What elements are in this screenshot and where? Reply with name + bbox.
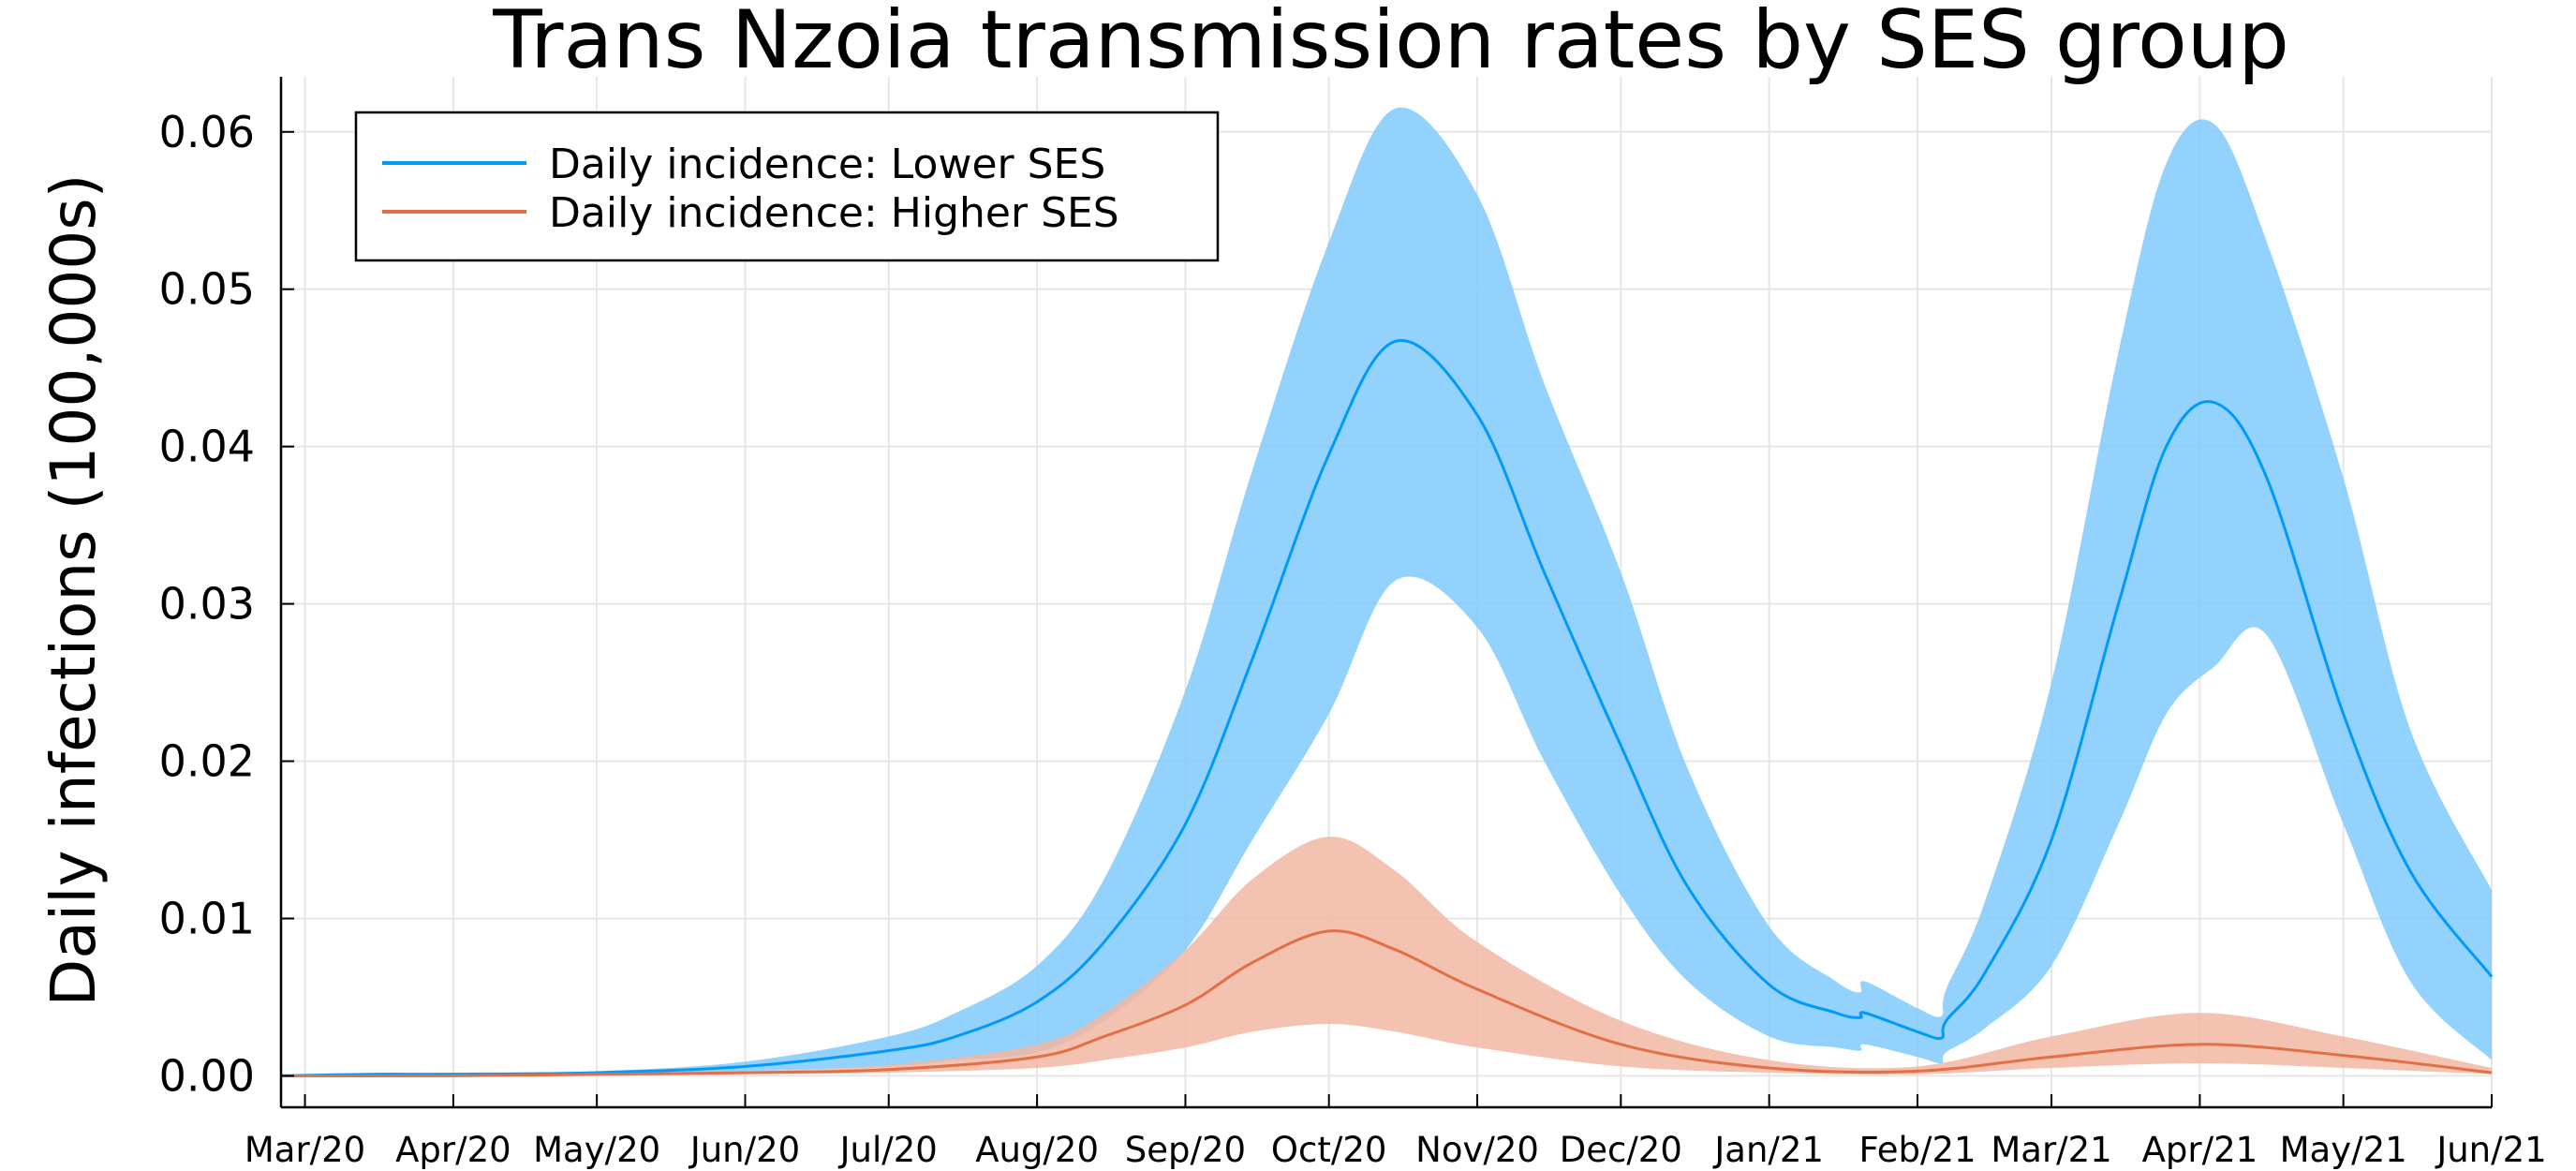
- y-tick-label: 0.00: [159, 1050, 255, 1101]
- x-tick-label: Jul/20: [838, 1130, 938, 1170]
- chart-title: Trans Nzoia transmission rates by SES gr…: [492, 0, 2289, 87]
- ci-band-series-1: [281, 107, 2492, 1076]
- axis-layer: [279, 77, 2493, 1109]
- x-tick-label: Sep/20: [1125, 1130, 1246, 1170]
- x-tick-label: Oct/20: [1271, 1130, 1387, 1170]
- legend-label-2: Daily incidence: Higher SES: [549, 189, 1119, 237]
- x-tick-label: Jan/21: [1712, 1130, 1824, 1170]
- legend-label-1: Daily incidence: Lower SES: [549, 141, 1105, 188]
- x-tick-label: Aug/20: [975, 1130, 1099, 1170]
- y-tick-label: 0.05: [159, 264, 255, 315]
- x-tick-label: Apr/21: [2142, 1130, 2258, 1170]
- y-tick-label: 0.03: [159, 579, 255, 630]
- x-tick-label: Mar/21: [1991, 1130, 2111, 1170]
- line-layer: [280, 338, 2494, 1078]
- series-line-1: [280, 338, 2494, 1077]
- x-tick-label: Dec/20: [1560, 1130, 1682, 1170]
- x-tick-label: Apr/20: [395, 1130, 511, 1170]
- text-layer: Trans Nzoia transmission rates by SES gr…: [37, 0, 2547, 1170]
- x-tick-label: May/20: [533, 1130, 660, 1170]
- y-axis-label: Daily infections (100,000s): [37, 174, 110, 1007]
- band-layer: [281, 107, 2492, 1076]
- x-tick-label: Jun/21: [2435, 1130, 2546, 1170]
- legend-box: [354, 111, 1220, 262]
- x-tick-label: Nov/20: [1415, 1130, 1539, 1170]
- x-tick-label: May/21: [2280, 1130, 2407, 1170]
- y-tick-label: 0.06: [159, 107, 255, 157]
- ci-band-series-2: [281, 837, 2492, 1076]
- y-tick-label: 0.01: [159, 893, 255, 943]
- x-tick-label: Jun/20: [688, 1130, 800, 1170]
- x-tick-label: Mar/20: [244, 1130, 365, 1170]
- series-line-2: [280, 929, 2493, 1078]
- y-tick-label: 0.02: [159, 736, 255, 787]
- y-tick-label: 0.04: [159, 422, 255, 472]
- x-tick-label: Feb/21: [1858, 1130, 1976, 1170]
